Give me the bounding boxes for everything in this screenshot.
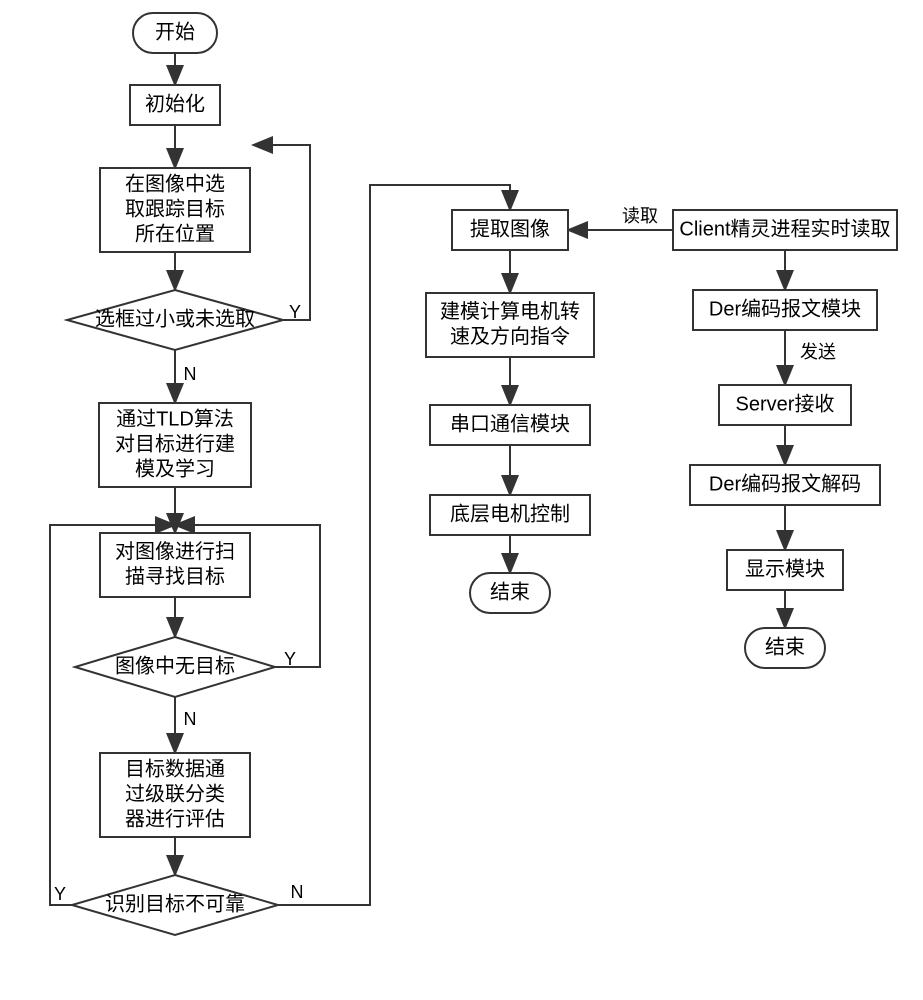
- node-d2-label: 图像中无目标: [115, 654, 235, 677]
- node-motor: 底层电机控制: [430, 495, 590, 535]
- node-scan: 对图像进行扫描寻找目标: [100, 533, 250, 597]
- node-ext: 提取图像: [452, 210, 568, 250]
- edge-9-label: Y: [284, 649, 296, 669]
- node-client: Client精灵进程实时读取: [673, 210, 897, 250]
- node-start-label: 开始: [155, 20, 195, 43]
- node-sel: 在图像中选取跟踪目标所在位置: [100, 168, 250, 252]
- node-tld-label: 模及学习: [135, 457, 215, 480]
- node-start: 开始: [133, 13, 217, 53]
- node-d3-label: 识别目标不可靠: [105, 892, 245, 915]
- node-d2: 图像中无目标: [75, 637, 275, 697]
- node-init-label: 初始化: [145, 92, 205, 115]
- node-end2-label: 结束: [765, 635, 805, 658]
- node-cls-label: 目标数据通: [125, 757, 225, 780]
- flowchart: NYNYYN读取发送 开始初始化在图像中选取跟踪目标所在位置选框过小或未选取通过…: [0, 0, 923, 1000]
- edge-4: [253, 145, 310, 320]
- node-motor-label: 底层电机控制: [450, 502, 570, 525]
- node-disp-label: 显示模块: [745, 557, 825, 580]
- node-sel-label: 所在位置: [135, 222, 215, 245]
- node-d1: 选框过小或未选取: [67, 290, 283, 350]
- node-der1-label: Der编码报文模块: [709, 297, 861, 320]
- edge-19-label: 发送: [800, 342, 836, 362]
- node-server-label: Server接收: [736, 392, 835, 415]
- node-disp: 显示模块: [727, 550, 843, 590]
- node-d3: 识别目标不可靠: [72, 875, 278, 935]
- node-end1: 结束: [470, 573, 550, 613]
- edge-8-label: N: [184, 709, 197, 729]
- node-calc-label: 速及方向指令: [450, 325, 570, 348]
- edge-12-label: N: [291, 882, 304, 902]
- edge-4-label: Y: [289, 302, 301, 322]
- node-uart-label: 串口通信模块: [450, 412, 570, 435]
- node-end1-label: 结束: [490, 580, 530, 603]
- node-sel-label: 在图像中选: [125, 172, 225, 195]
- node-uart: 串口通信模块: [430, 405, 590, 445]
- node-scan-label: 描寻找目标: [125, 565, 225, 588]
- node-calc-label: 建模计算电机转: [440, 300, 580, 323]
- node-tld-label: 对目标进行建: [115, 432, 235, 455]
- edge-11-label: Y: [54, 884, 66, 904]
- node-client-label: Client精灵进程实时读取: [679, 217, 890, 240]
- node-der2: Der编码报文解码: [690, 465, 880, 505]
- node-init: 初始化: [130, 85, 220, 125]
- node-tld-label: 通过TLD算法: [116, 407, 234, 430]
- node-der1: Der编码报文模块: [693, 290, 877, 330]
- node-ext-label: 提取图像: [470, 217, 550, 240]
- node-server: Server接收: [719, 385, 851, 425]
- edge-3-label: N: [184, 364, 197, 384]
- node-calc: 建模计算电机转速及方向指令: [426, 293, 594, 357]
- node-d1-label: 选框过小或未选取: [95, 307, 255, 330]
- node-cls: 目标数据通过级联分类器进行评估: [100, 753, 250, 837]
- node-tld: 通过TLD算法对目标进行建模及学习: [99, 403, 251, 487]
- node-cls-label: 器进行评估: [125, 807, 225, 830]
- node-cls-label: 过级联分类: [125, 782, 225, 805]
- node-der2-label: Der编码报文解码: [709, 472, 861, 495]
- node-sel-label: 取跟踪目标: [125, 197, 225, 220]
- node-scan-label: 对图像进行扫: [115, 540, 235, 563]
- node-end2: 结束: [745, 628, 825, 668]
- edge-17-label: 读取: [622, 206, 658, 226]
